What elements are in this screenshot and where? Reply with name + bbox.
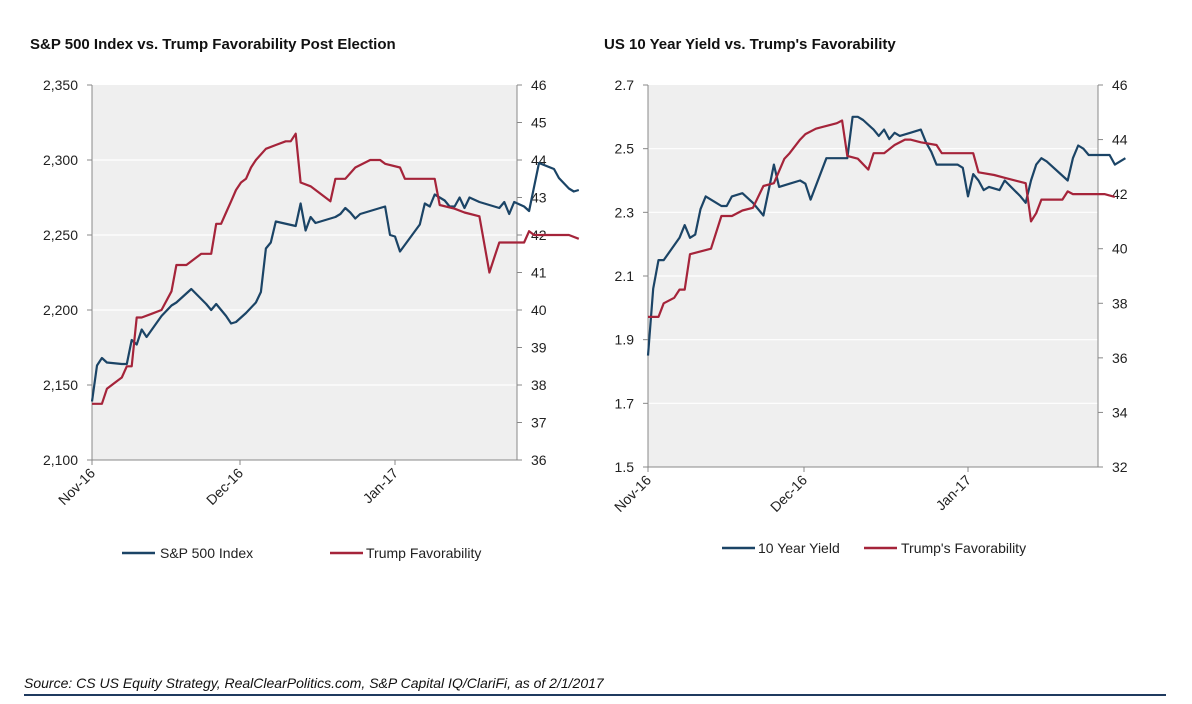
y-right-tick-label: 42	[1112, 186, 1128, 202]
y-right-tick-label: 36	[1112, 350, 1128, 366]
series-line-trump-favorability	[92, 132, 580, 405]
y-right-tick-label: 39	[531, 340, 547, 356]
y-left-tick-label: 2,150	[43, 377, 78, 393]
y-right-tick-label: 40	[531, 302, 547, 318]
sp500-favorability-chart: 2,100 2,150 2,200 2,250 2,300 2,350 36 37 38 39 40…	[43, 77, 580, 561]
y-left-tick-label: 2.7	[615, 77, 635, 93]
legend-label: S&P 500 Index	[160, 545, 253, 561]
y-right-tick-label: 44	[1112, 132, 1128, 148]
y-left-tick-label: 1.5	[615, 459, 635, 475]
y-left-tick-label: 1.7	[615, 395, 635, 411]
series-line-trump-s-favorability	[648, 119, 1116, 318]
y-left-tick-label: 2,250	[43, 227, 78, 243]
footer-divider	[24, 694, 1166, 696]
y-right-tick-label: 36	[531, 452, 547, 468]
source-note: Source: CS US Equity Strategy, RealClear…	[24, 675, 604, 691]
series-line-10-year-yield	[646, 115, 1126, 356]
y-right-tick-label: 46	[531, 77, 547, 93]
y-right-tick-label: 40	[1112, 241, 1128, 257]
y-left-tick-label: 2.5	[615, 141, 635, 157]
legend-label: Trump Favorability	[366, 545, 481, 561]
y-right-tick-label: 46	[1112, 77, 1128, 93]
y-right-tick-label: 32	[1112, 459, 1128, 475]
y-left-tick-label: 2,100	[43, 452, 78, 468]
y-left-tick-label: 2.3	[615, 204, 635, 220]
legend-label: Trump's Favorability	[901, 540, 1026, 556]
y-left-tick-label: 2,300	[43, 152, 78, 168]
x-tick-label: Dec-16	[767, 472, 810, 515]
y-left-tick-label: 2,200	[43, 302, 78, 318]
chart-title-yield: US 10 Year Yield vs. Trump's Favorabilit…	[604, 36, 896, 53]
y-left-tick-label: 2,350	[43, 77, 78, 93]
plot-area	[92, 85, 517, 460]
x-tick-label: Jan-17	[933, 472, 975, 514]
series-line-s-p-500-index	[90, 161, 580, 402]
y-right-tick-label: 41	[531, 265, 547, 281]
y-right-tick-label: 38	[531, 377, 547, 393]
y-right-tick-label: 45	[531, 115, 547, 131]
y-left-tick-label: 1.9	[615, 332, 635, 348]
y-right-tick-label: 34	[1112, 404, 1128, 420]
y-right-tick-label: 37	[531, 415, 547, 431]
x-tick-label: Nov-16	[611, 472, 654, 515]
chart-title-sp500: S&P 500 Index vs. Trump Favorability Pos…	[30, 36, 396, 53]
y-right-tick-label: 38	[1112, 295, 1128, 311]
y-right-tick-label: 43	[531, 190, 547, 206]
y-left-tick-label: 2.1	[615, 268, 635, 284]
yield-favorability-chart: 1.5 1.7 1.9 2.1 2.3 2.5 2.7 32 34 36 38 40 42 44 46 Nov…	[611, 77, 1128, 556]
legend-label: 10 Year Yield	[758, 540, 840, 556]
